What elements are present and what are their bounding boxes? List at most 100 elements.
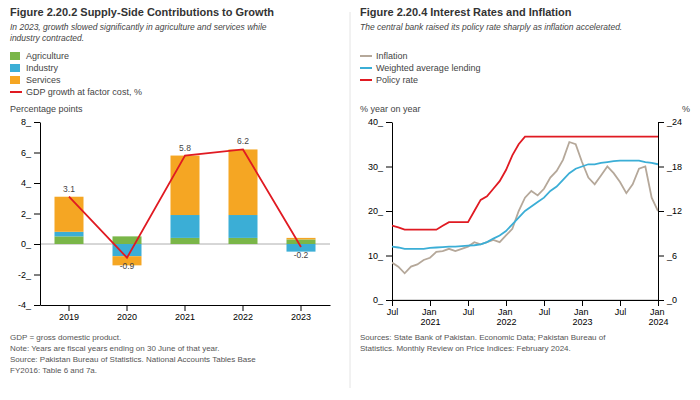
tick: 40_ [368, 117, 392, 127]
tick: 2_ [21, 209, 40, 219]
y2-axis: _0 _6 _12 _18 _24 [658, 117, 682, 305]
tick: _18 [658, 162, 682, 172]
legend-item: Weighted average lending [360, 63, 480, 73]
tick-label: 6_ [21, 148, 32, 158]
bar [229, 238, 258, 244]
tick-mark [34, 183, 40, 184]
tick-label-line: Jan [422, 307, 439, 317]
legend-item: Services [10, 75, 61, 85]
tick-label: Jan 2021 [420, 307, 440, 327]
tick: -2_ [18, 270, 40, 280]
line [392, 137, 658, 230]
bar [171, 156, 200, 215]
tick: _6 [658, 251, 677, 261]
y-axis: 0_10_20_30_40_ [368, 117, 393, 305]
legend: Agriculture Industry Services GDP growth at… [10, 51, 142, 97]
tick-label: 2022 [233, 312, 253, 322]
subtitle-line: In 2023, growth slowed significantly in … [10, 22, 269, 32]
tick-label: _12 [666, 206, 682, 216]
tick-mark [185, 305, 186, 311]
tick-mark [430, 300, 431, 306]
legend-swatch [360, 67, 372, 69]
legend-swatch [360, 79, 372, 81]
tick-label-line: Jan [650, 307, 667, 317]
legend-item: GDP growth at factor cost, % [10, 87, 142, 97]
tick-mark [34, 122, 40, 123]
bar [171, 238, 200, 244]
tick: 8_ [21, 117, 40, 127]
tick-mark [620, 300, 621, 306]
tick-label: 10_ [368, 251, 384, 261]
tick-label: _6 [666, 251, 677, 261]
legend-item: Inflation [360, 51, 408, 61]
x-axis: 2019 2020 2021 2022 2023 [41, 305, 331, 322]
tick: _12 [658, 206, 682, 216]
y-axis: -4_ -2_ 0_ 2_ 4_ 6_ 8_ [18, 117, 41, 310]
tick: 0_ [373, 295, 392, 305]
tick-label: 8_ [21, 117, 32, 127]
legend-swatch [360, 55, 372, 57]
tick-mark [582, 300, 583, 306]
tick-label-line: 2022 [496, 317, 516, 327]
tick-mark [544, 300, 545, 306]
legend-label: Industry [26, 63, 59, 73]
tick-label-line: 2023 [572, 317, 592, 327]
tick-mark [658, 122, 664, 123]
tick-label: -4_ [18, 300, 32, 310]
tick: Jan 2022 [496, 300, 516, 327]
tick: 10_ [368, 251, 392, 261]
bar [55, 236, 84, 244]
legend-label: Weighted average lending [376, 63, 480, 73]
line [392, 142, 658, 273]
legend-item: Agriculture [10, 51, 69, 61]
tick-label-line: Jan [498, 307, 515, 317]
title: Figure 2.20.2 Supply-Side Contributions … [10, 6, 274, 18]
tick: _0 [658, 295, 677, 305]
tick-label: Jul [387, 307, 399, 317]
tick: 0_ [21, 239, 40, 249]
tick-label: _24 [666, 117, 682, 127]
tick: Jul [463, 300, 475, 317]
tick-label: 2019 [59, 312, 79, 322]
tick-mark [392, 300, 393, 306]
tick-label: Jul [463, 307, 475, 317]
tick: Jan 2021 [420, 300, 440, 327]
figure: Figure 2.20.2 Supply-Side Contributions … [0, 0, 700, 400]
tick-label-line: 2024 [648, 317, 668, 327]
bar [287, 238, 316, 240]
tick: Jul [539, 300, 551, 317]
zero-line [392, 300, 658, 301]
tick: 2023 [291, 305, 311, 322]
tick: 4_ [21, 178, 40, 188]
y-axis-title: Percentage points [10, 104, 83, 114]
tick-label: 40_ [368, 117, 384, 127]
subtitle-line: The central bank raised its policy rate … [360, 22, 622, 32]
bar [287, 239, 316, 244]
tick-mark [386, 167, 392, 168]
legend: InflationWeighted average lendingPolicy … [360, 51, 480, 85]
legend-item: Industry [10, 63, 59, 73]
tick: _24 [658, 117, 682, 127]
data-label: 6.2 [237, 136, 249, 146]
bar [229, 149, 258, 215]
tick-mark [34, 305, 40, 306]
tick-label: 4_ [21, 178, 32, 188]
plot-area [55, 149, 316, 265]
tick-label: 2020 [117, 312, 137, 322]
title: Figure 2.20.4 Interest Rates and Inflati… [360, 6, 572, 18]
tick: 2021 [175, 305, 195, 322]
tick-mark [658, 300, 664, 301]
y-axis-title: % year on year [360, 104, 421, 114]
note: GDP = gross domestic product. [10, 333, 121, 342]
tick-mark [34, 275, 40, 276]
tick-mark [386, 122, 392, 123]
tick: Jan 2023 [572, 300, 592, 327]
legend-label: GDP growth at factor cost, % [26, 87, 142, 97]
tick-mark [34, 153, 40, 154]
tick-label: _18 [666, 162, 682, 172]
bars [55, 149, 316, 265]
tick-label: Jan 2024 [648, 307, 668, 327]
axis-line [392, 123, 393, 301]
tick-mark [386, 300, 392, 301]
tick: -4_ [18, 300, 40, 310]
